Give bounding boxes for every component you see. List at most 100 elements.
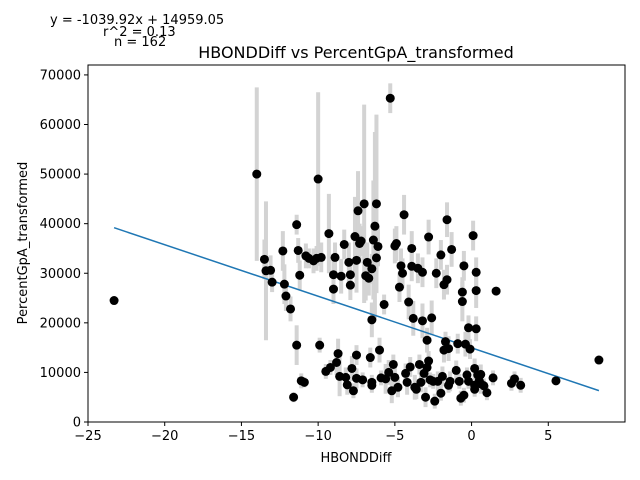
data-point xyxy=(421,392,431,402)
data-point xyxy=(442,215,452,225)
y-tick-label: 40000 xyxy=(40,217,81,232)
data-point xyxy=(313,174,323,184)
data-point xyxy=(471,267,481,277)
y-axis-ticks: 0 10000 20000 30000 40000 50000 60000 70000 xyxy=(40,68,88,431)
y-axis-label: PercentGpA_transformed xyxy=(16,162,31,325)
data-point xyxy=(424,356,434,366)
data-point xyxy=(488,373,498,383)
data-point xyxy=(407,243,417,253)
data-point xyxy=(401,368,411,378)
data-point xyxy=(373,241,383,251)
data-point xyxy=(356,236,366,246)
data-point xyxy=(444,344,454,354)
y-tick-label: 60000 xyxy=(40,118,81,133)
x-tick-label: −10 xyxy=(304,429,331,444)
data-point xyxy=(362,257,372,267)
data-point xyxy=(371,253,381,263)
data-point xyxy=(344,257,354,267)
data-point xyxy=(510,374,520,384)
regression-equation: y = -1039.92x + 14959.05 xyxy=(50,13,225,28)
data-point xyxy=(431,268,441,278)
data-point xyxy=(292,340,302,350)
data-point xyxy=(281,291,291,301)
x-tick-label: −25 xyxy=(74,429,101,444)
x-tick-label: −5 xyxy=(385,429,404,444)
data-point xyxy=(476,369,486,379)
data-point xyxy=(437,371,447,381)
data-point xyxy=(491,286,501,296)
data-point xyxy=(404,297,414,307)
data-point xyxy=(459,261,469,271)
data-point xyxy=(368,235,378,245)
data-point xyxy=(451,365,461,375)
data-point xyxy=(299,377,309,387)
sample-size-label: n = 162 xyxy=(114,35,167,50)
data-point xyxy=(453,339,463,349)
data-point xyxy=(358,375,368,385)
data-point xyxy=(405,362,415,372)
data-point xyxy=(278,246,288,256)
data-point xyxy=(328,270,338,280)
data-point xyxy=(442,275,452,285)
data-point xyxy=(367,315,377,325)
data-point xyxy=(396,261,406,271)
data-point xyxy=(551,376,561,386)
regression-line-group xyxy=(113,226,600,392)
y-tick-label: 10000 xyxy=(40,366,81,381)
data-point xyxy=(315,340,325,350)
data-point xyxy=(339,239,349,249)
x-tick-label: 5 xyxy=(544,429,552,444)
data-point xyxy=(416,377,426,387)
data-point xyxy=(367,264,377,274)
data-point xyxy=(325,362,335,372)
data-point xyxy=(345,280,355,290)
data-point xyxy=(384,367,394,377)
data-point xyxy=(390,372,400,382)
y-tick-label: 20000 xyxy=(40,316,81,331)
data-point xyxy=(259,254,269,264)
data-point xyxy=(341,372,351,382)
y-tick-label: 70000 xyxy=(40,68,81,83)
r-squared-label: r^2 = 0.13 xyxy=(103,25,176,40)
data-point xyxy=(266,265,276,275)
data-point xyxy=(324,229,334,239)
data-point xyxy=(252,169,262,179)
data-point xyxy=(345,270,355,280)
data-point xyxy=(370,221,380,231)
data-point xyxy=(393,382,403,392)
regression-line xyxy=(113,226,600,392)
data-point xyxy=(447,244,457,254)
data-point xyxy=(594,355,604,365)
x-axis-ticks: −25 −20 −15 −10 −5 0 5 xyxy=(74,422,552,444)
data-point xyxy=(422,335,432,345)
data-points xyxy=(109,93,604,406)
data-point xyxy=(292,220,302,230)
data-point xyxy=(352,350,361,360)
data-point xyxy=(457,297,467,307)
data-point xyxy=(330,252,340,262)
data-point xyxy=(399,210,409,220)
data-point xyxy=(414,359,424,369)
data-point xyxy=(471,286,481,296)
data-point xyxy=(295,270,305,280)
data-point xyxy=(398,268,408,278)
data-point xyxy=(454,376,464,386)
data-point xyxy=(516,380,526,390)
data-point xyxy=(375,345,385,355)
data-point xyxy=(465,344,475,354)
data-point xyxy=(464,323,474,333)
data-point xyxy=(359,199,369,209)
error-bars xyxy=(254,83,523,409)
data-point xyxy=(336,271,346,281)
data-point xyxy=(479,381,489,391)
y-tick-label: 30000 xyxy=(40,267,81,282)
data-point xyxy=(347,363,357,373)
data-point xyxy=(279,279,289,289)
data-point xyxy=(424,232,434,242)
data-point xyxy=(427,313,437,323)
y-tick-label: 50000 xyxy=(40,168,81,183)
data-point xyxy=(342,380,352,390)
data-point xyxy=(348,386,358,396)
data-point xyxy=(417,316,427,326)
